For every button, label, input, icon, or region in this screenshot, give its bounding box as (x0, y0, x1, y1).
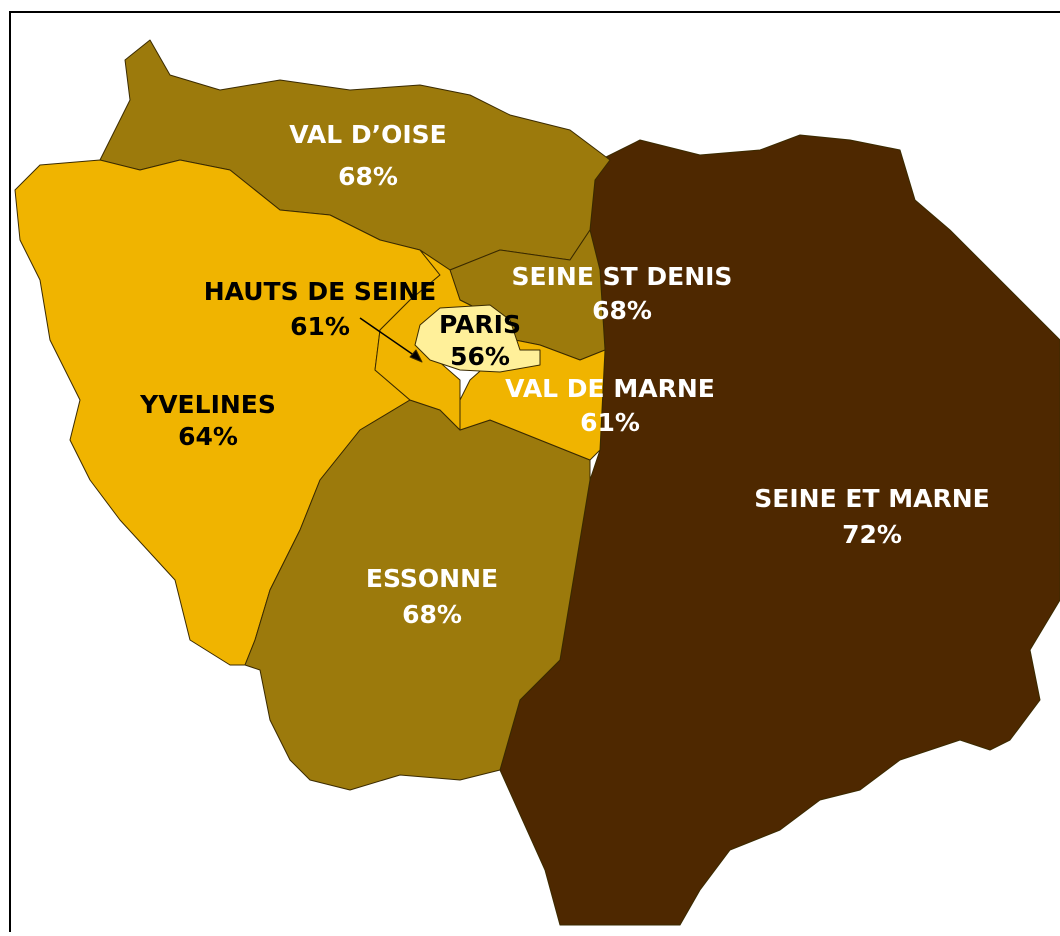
region-value: 61% (580, 408, 640, 437)
pointer-arrow (359, 317, 419, 359)
region-value: 68% (592, 296, 652, 325)
region-name: VAL D’OISE (289, 120, 447, 149)
region-name: ESSONNE (366, 564, 498, 593)
region-name: PARIS (439, 310, 521, 339)
region-value: 61% (290, 312, 350, 341)
region-value: 64% (178, 422, 238, 451)
region-value: 72% (842, 520, 902, 549)
region-name: YVELINES (139, 390, 276, 419)
region-shape (414, 304, 541, 373)
region-name: SEINE ST DENIS (512, 262, 733, 291)
region-name: HAUTS DE SEINE (204, 277, 436, 306)
region-name: VAL DE MARNE (505, 374, 715, 403)
arrow-head (409, 349, 423, 363)
region-value: 68% (338, 162, 398, 191)
region-shape (374, 249, 481, 431)
region-value: 68% (402, 600, 462, 629)
region-name: SEINE ET MARNE (754, 484, 989, 513)
region-value: 56% (450, 342, 510, 371)
